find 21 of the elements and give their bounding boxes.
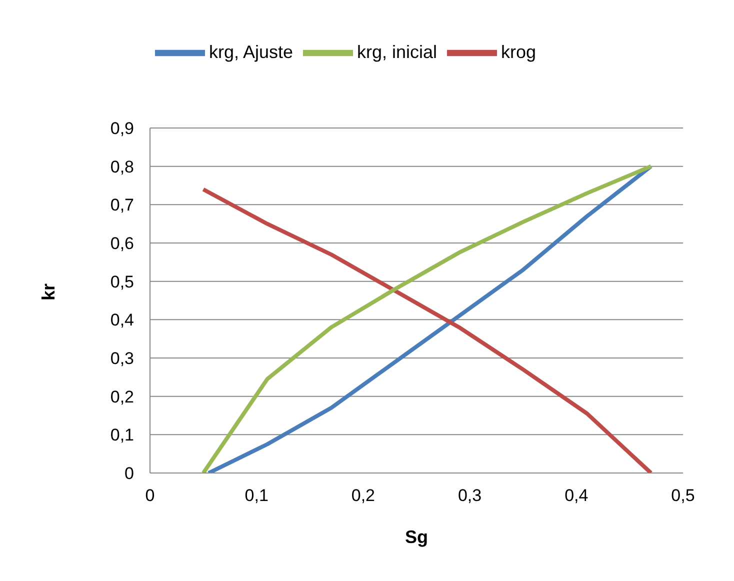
y-tick-label: 0,9 [110,119,134,138]
y-tick-label: 0,3 [110,349,134,368]
x-tick-label: 0,3 [458,486,482,506]
y-tick-label: 0,5 [110,272,134,292]
y-axis-title: kr [38,283,58,300]
legend-label: krog [501,42,536,62]
y-tick-label: 0,1 [110,426,134,445]
x-axis-title: Sg [404,527,428,547]
y-tick-label: 0,4 [110,310,134,330]
y-tick-label: 0,8 [110,157,134,176]
legend-label: krg, inicial [357,42,438,62]
x-tick-label: 0 [145,486,155,506]
x-tick-label: 0,2 [351,486,376,506]
x-tick-label: 0,4 [564,486,588,506]
x-tick-label: 0,5 [671,486,695,506]
y-tick-label: 0,7 [110,196,134,215]
y-tick-label: 0 [124,464,134,484]
y-tick-label: 0,2 [110,387,134,406]
x-tick-label: 0,1 [244,486,268,506]
legend-label: krg, Ajuste [208,42,293,62]
y-tick-label: 0,6 [110,234,134,254]
